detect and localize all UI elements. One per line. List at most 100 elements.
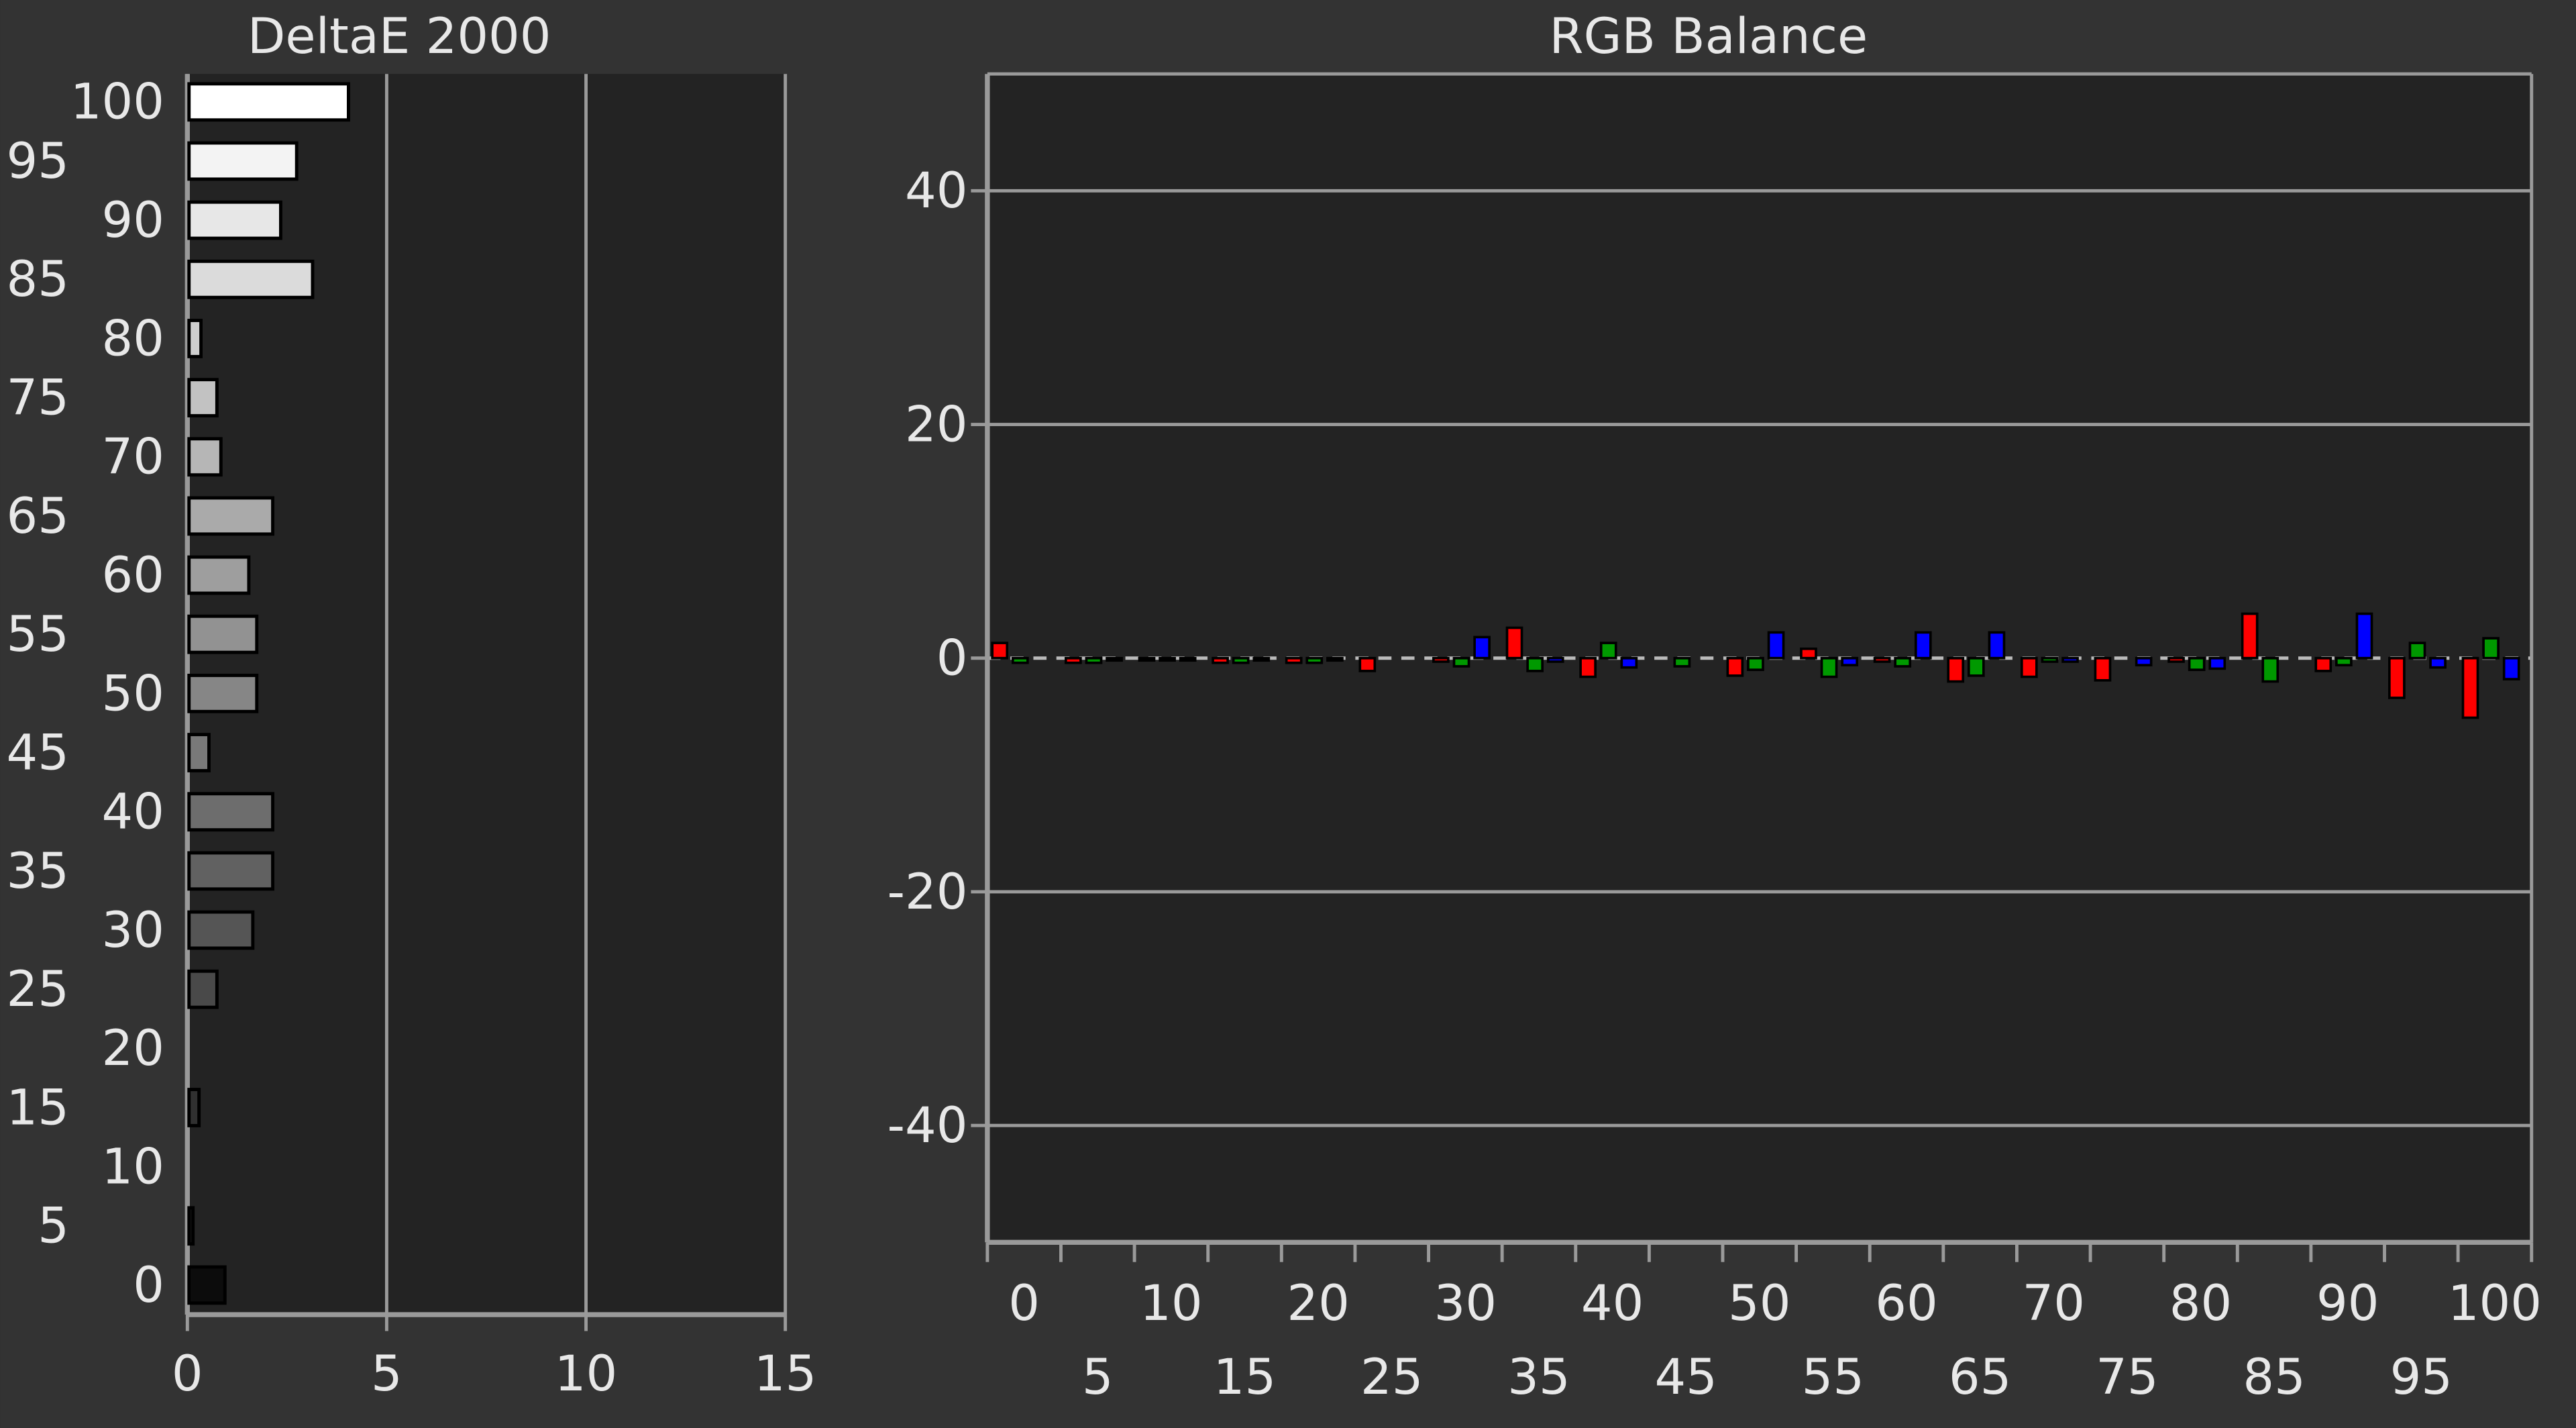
bar xyxy=(2135,656,2153,667)
bar xyxy=(2335,656,2353,667)
bar xyxy=(2241,612,2259,660)
bar xyxy=(2314,656,2332,672)
bar xyxy=(187,910,255,950)
y-tick-label: 70 xyxy=(102,429,164,486)
bar xyxy=(1726,656,1744,677)
bar xyxy=(1620,656,1638,669)
bar xyxy=(1873,656,1891,663)
bar xyxy=(2482,637,2500,660)
bar xyxy=(187,851,274,891)
y-tick-label: 10 xyxy=(102,1139,164,1196)
bar xyxy=(2355,612,2373,660)
y-tick-label: 20 xyxy=(102,1020,164,1077)
x-tick-label: 35 xyxy=(1507,1349,1570,1406)
bar xyxy=(1800,647,1817,660)
bar xyxy=(1747,656,1764,671)
y-tick-label: 25 xyxy=(7,961,69,1018)
y-tick-label: 0 xyxy=(133,1257,164,1314)
x-tick-label: 0 xyxy=(172,1345,203,1402)
bar xyxy=(2188,656,2206,671)
bar xyxy=(1767,631,1785,660)
bar xyxy=(2502,656,2520,680)
x-tick-label: 45 xyxy=(1654,1349,1717,1406)
bar xyxy=(1232,656,1250,664)
bar xyxy=(1947,656,1965,683)
bar xyxy=(1179,656,1197,662)
bar xyxy=(1106,656,1123,662)
bar xyxy=(187,733,211,772)
bar xyxy=(187,792,274,832)
bar xyxy=(2167,656,2185,663)
bar xyxy=(2388,656,2406,699)
x-tick-label: 70 xyxy=(2023,1275,2085,1332)
x-tick-label: 80 xyxy=(2169,1275,2232,1332)
bar xyxy=(1212,656,1229,664)
x-tick-label: 25 xyxy=(1360,1349,1423,1406)
x-tick-label: 5 xyxy=(371,1345,402,1402)
bar xyxy=(1252,656,1271,662)
x-tick-label: 60 xyxy=(1875,1275,1937,1332)
bar xyxy=(1432,656,1450,663)
bar xyxy=(1473,635,1491,660)
bar xyxy=(187,200,282,240)
bar xyxy=(1138,656,1156,662)
y-tick-label: 0 xyxy=(936,630,968,687)
y-tick-label: 45 xyxy=(7,724,69,781)
x-tick-label: 5 xyxy=(1082,1349,1114,1406)
x-tick-label: 55 xyxy=(1802,1349,1864,1406)
bar xyxy=(187,674,259,713)
y-tick-label: 15 xyxy=(7,1079,69,1136)
bar xyxy=(1326,656,1344,662)
bar xyxy=(1988,631,2006,660)
bar xyxy=(1967,656,1985,677)
y-tick-label: 75 xyxy=(7,370,69,427)
y-tick-label: 40 xyxy=(102,784,164,841)
bar xyxy=(2208,656,2226,670)
bar xyxy=(187,1088,201,1127)
bar xyxy=(1526,656,1544,672)
y-tick-label: 90 xyxy=(102,192,164,249)
x-tick-label: 75 xyxy=(2096,1349,2158,1406)
y-tick-label: 80 xyxy=(102,310,164,367)
x-tick-label: 0 xyxy=(1008,1275,1040,1332)
chart-title: DeltaE 2000 xyxy=(248,8,551,65)
y-tick-label: 20 xyxy=(905,396,967,453)
bar xyxy=(1452,656,1470,668)
x-tick-label: 20 xyxy=(1287,1275,1349,1332)
x-tick-label: 95 xyxy=(2390,1349,2453,1406)
bar xyxy=(187,1206,195,1246)
y-tick-label: 65 xyxy=(7,488,69,545)
bar xyxy=(2261,656,2279,683)
bar xyxy=(187,437,223,477)
bar xyxy=(1914,631,1932,660)
x-tick-label: 65 xyxy=(1949,1349,2011,1406)
bar xyxy=(2020,656,2038,678)
y-tick-label: 5 xyxy=(38,1198,69,1255)
bar xyxy=(187,555,251,595)
bar xyxy=(1546,656,1564,663)
x-tick-label: 100 xyxy=(2448,1275,2542,1332)
bar xyxy=(187,82,350,122)
bar xyxy=(1579,656,1597,678)
x-tick-label: 10 xyxy=(555,1345,617,1402)
y-tick-label: 35 xyxy=(7,843,69,900)
bar xyxy=(1505,626,1523,660)
x-tick-label: 15 xyxy=(1214,1349,1276,1406)
x-tick-label: 30 xyxy=(1434,1275,1497,1332)
x-tick-label: 15 xyxy=(754,1345,816,1402)
y-tick-label: -20 xyxy=(888,864,968,921)
y-tick-label: 30 xyxy=(102,902,164,959)
x-tick-label: 50 xyxy=(1728,1275,1790,1332)
bar xyxy=(2461,656,2479,719)
bar xyxy=(1011,656,1029,664)
bar xyxy=(187,496,274,536)
x-tick-label: 40 xyxy=(1581,1275,1644,1332)
bar xyxy=(2408,642,2426,660)
y-tick-label: 95 xyxy=(7,133,69,190)
bar xyxy=(2094,656,2112,682)
bar xyxy=(2041,656,2059,663)
bar xyxy=(1085,656,1103,664)
chart-title: RGB Balance xyxy=(1550,8,1868,65)
bar xyxy=(2429,656,2447,669)
